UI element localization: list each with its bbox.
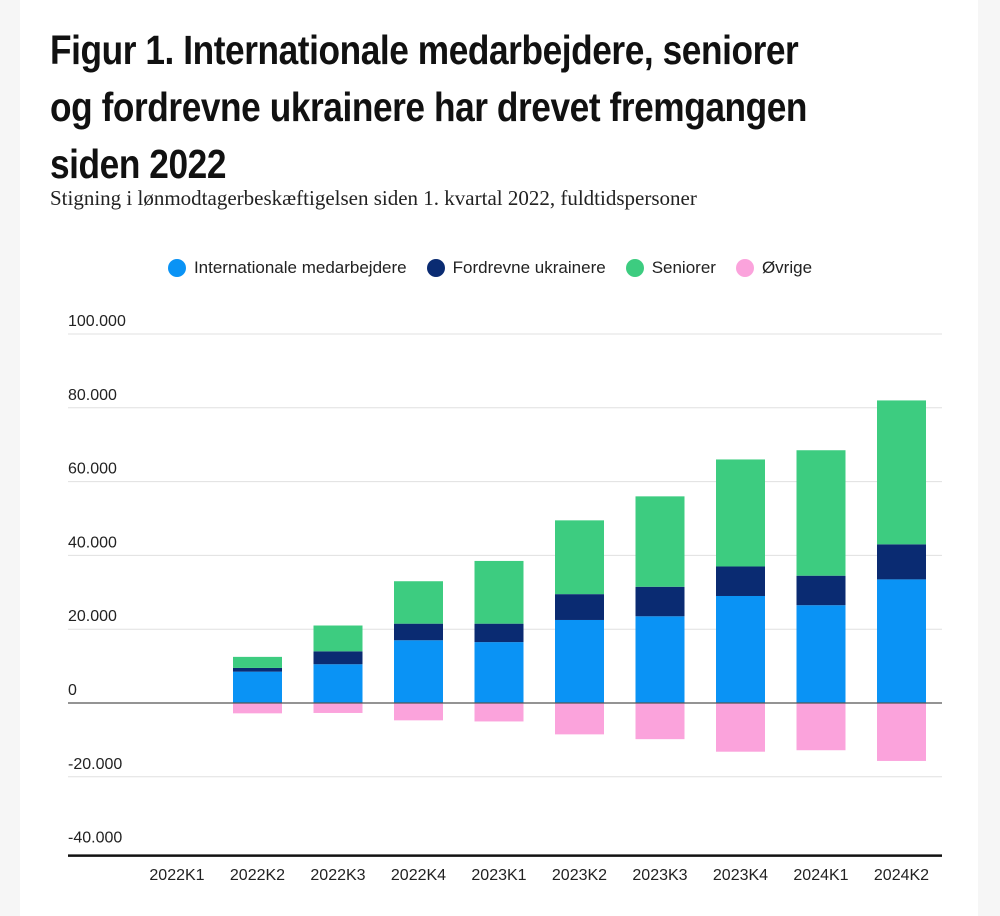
bar-segment	[313, 703, 363, 713]
legend-label: Seniorer	[651, 258, 716, 277]
x-tick-label: 2023K1	[471, 867, 526, 884]
bar-segment	[233, 703, 282, 714]
bar-segment	[635, 616, 685, 703]
bar-segment	[313, 651, 363, 665]
bar-segment	[877, 400, 926, 545]
y-tick-label: 0	[68, 682, 77, 699]
chart-title: Figur 1. Internationale medarbejdere, se…	[50, 27, 808, 187]
legend-item: Seniorer	[625, 258, 716, 278]
x-tick-label: 2022K3	[310, 867, 365, 884]
bar-segment	[394, 640, 443, 703]
bar-segment	[313, 664, 363, 703]
legend-item: Fordrevne ukrainere	[426, 258, 606, 278]
x-tick-label: 2024K2	[874, 867, 929, 884]
y-tick-label: 100.000	[68, 313, 126, 330]
bar-segment	[474, 560, 524, 624]
bar-segment	[474, 703, 524, 722]
bar-segment	[233, 656, 282, 668]
chart-subtitle: Stigning i lønmodtagerbeskæftigelsen sid…	[50, 186, 697, 210]
bar-segment	[394, 623, 443, 641]
legend-label: Fordrevne ukrainere	[452, 258, 606, 277]
bar-segment	[877, 544, 926, 580]
y-tick-label: 80.000	[68, 387, 117, 404]
legend-swatch	[426, 259, 445, 277]
bar-segment	[233, 667, 282, 672]
bar-segment	[635, 586, 685, 617]
x-tick-label: 2023K4	[713, 867, 768, 884]
legend-item: Øvrige	[735, 258, 813, 278]
bar-segment	[877, 579, 926, 703]
bar-segment	[474, 642, 524, 703]
bar-segment	[796, 703, 846, 751]
bar-segment	[555, 703, 604, 735]
bar-segment	[394, 703, 443, 721]
bar-segment	[394, 581, 443, 624]
bar-segment	[716, 566, 765, 596]
bar-segment	[716, 595, 765, 703]
bar-segment	[796, 575, 846, 606]
bar-segment	[796, 450, 846, 576]
x-tick-label: 2022K1	[149, 867, 204, 884]
bar-segment	[635, 496, 685, 587]
y-tick-label: 60.000	[68, 461, 117, 478]
x-tick-label: 2022K4	[391, 867, 446, 884]
bar-segment	[474, 623, 524, 643]
x-tick-label: 2024K1	[793, 867, 848, 884]
legend-label: Internationale medarbejdere	[193, 258, 407, 277]
bar-segment	[716, 703, 765, 752]
x-tick-label: 2022K2	[230, 867, 285, 884]
bar-segment	[635, 703, 685, 740]
bar-segment	[877, 703, 926, 761]
y-tick-label: -40.000	[68, 830, 122, 847]
x-tick-label: 2023K2	[552, 867, 607, 884]
bar-segment	[555, 520, 604, 595]
bar-segment	[555, 594, 604, 620]
y-tick-label: 20.000	[68, 608, 117, 625]
chart-legend: Internationale medarbejdere Fordrevne ukr…	[0, 258, 980, 278]
bar-segment	[716, 459, 765, 567]
bar-segment	[233, 671, 282, 703]
bar-segment	[313, 625, 363, 652]
legend-swatch	[167, 259, 186, 277]
legend-item: Internationale medarbejdere	[167, 258, 407, 278]
y-tick-label: -20.000	[68, 756, 122, 773]
x-tick-label: 2023K3	[632, 867, 687, 884]
bar-segment	[796, 605, 846, 703]
bar-segment	[555, 619, 604, 703]
legend-swatch	[625, 259, 644, 277]
legend-swatch	[735, 259, 754, 277]
y-tick-label: 40.000	[68, 534, 117, 551]
legend-label: Øvrige	[761, 258, 813, 277]
